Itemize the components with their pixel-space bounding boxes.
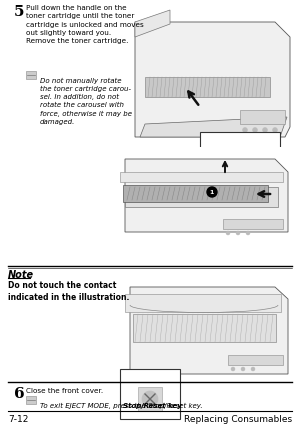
- Text: 6: 6: [14, 386, 25, 400]
- Text: Close the front cover.: Close the front cover.: [26, 387, 103, 393]
- Text: To exit EJECT MODE, press the Stop/Reset key.: To exit EJECT MODE, press the Stop/Reset…: [40, 402, 203, 408]
- Bar: [26, 72, 36, 80]
- Bar: [200, 132, 280, 198]
- Bar: [115, 148, 293, 237]
- Bar: [120, 369, 180, 419]
- Text: 1: 1: [210, 190, 214, 195]
- Text: Replacing Consumables: Replacing Consumables: [184, 414, 292, 423]
- Text: Stop/Reset key: Stop/Reset key: [123, 402, 182, 408]
- Circle shape: [242, 128, 247, 133]
- Bar: [133, 314, 276, 342]
- Polygon shape: [123, 186, 268, 202]
- Polygon shape: [135, 23, 290, 138]
- Circle shape: [272, 128, 278, 133]
- Circle shape: [253, 128, 257, 133]
- Text: Pull down the handle on the
toner cartridge until the toner
cartridge is unlocke: Pull down the handle on the toner cartri…: [26, 5, 144, 44]
- Polygon shape: [125, 160, 288, 233]
- Bar: [145, 78, 270, 98]
- Text: 5: 5: [14, 5, 25, 19]
- Bar: [205, 167, 270, 187]
- Polygon shape: [135, 11, 170, 38]
- Bar: [223, 219, 283, 230]
- Text: Do not manually rotate
the toner cartridge carou-
sel. In addition, do not
rotat: Do not manually rotate the toner cartrid…: [40, 78, 132, 124]
- Circle shape: [262, 128, 268, 133]
- Bar: [26, 396, 36, 404]
- Bar: [240, 111, 285, 125]
- Circle shape: [251, 367, 255, 371]
- Bar: [115, 277, 293, 377]
- Polygon shape: [130, 287, 288, 374]
- Bar: [228, 355, 283, 365]
- Circle shape: [226, 231, 230, 236]
- Circle shape: [207, 187, 217, 198]
- Circle shape: [236, 231, 240, 236]
- Polygon shape: [140, 118, 287, 138]
- Text: 7-12: 7-12: [8, 414, 28, 423]
- Circle shape: [142, 391, 158, 407]
- Bar: [138, 387, 162, 411]
- Circle shape: [231, 367, 235, 371]
- Circle shape: [246, 231, 250, 236]
- Polygon shape: [120, 173, 283, 183]
- Circle shape: [241, 367, 245, 371]
- Bar: [125, 294, 281, 312]
- Polygon shape: [125, 187, 278, 207]
- Text: Do not touch the contact
indicated in the illustration.: Do not touch the contact indicated in th…: [8, 280, 129, 302]
- Bar: [130, 3, 295, 143]
- Text: Note: Note: [8, 269, 34, 279]
